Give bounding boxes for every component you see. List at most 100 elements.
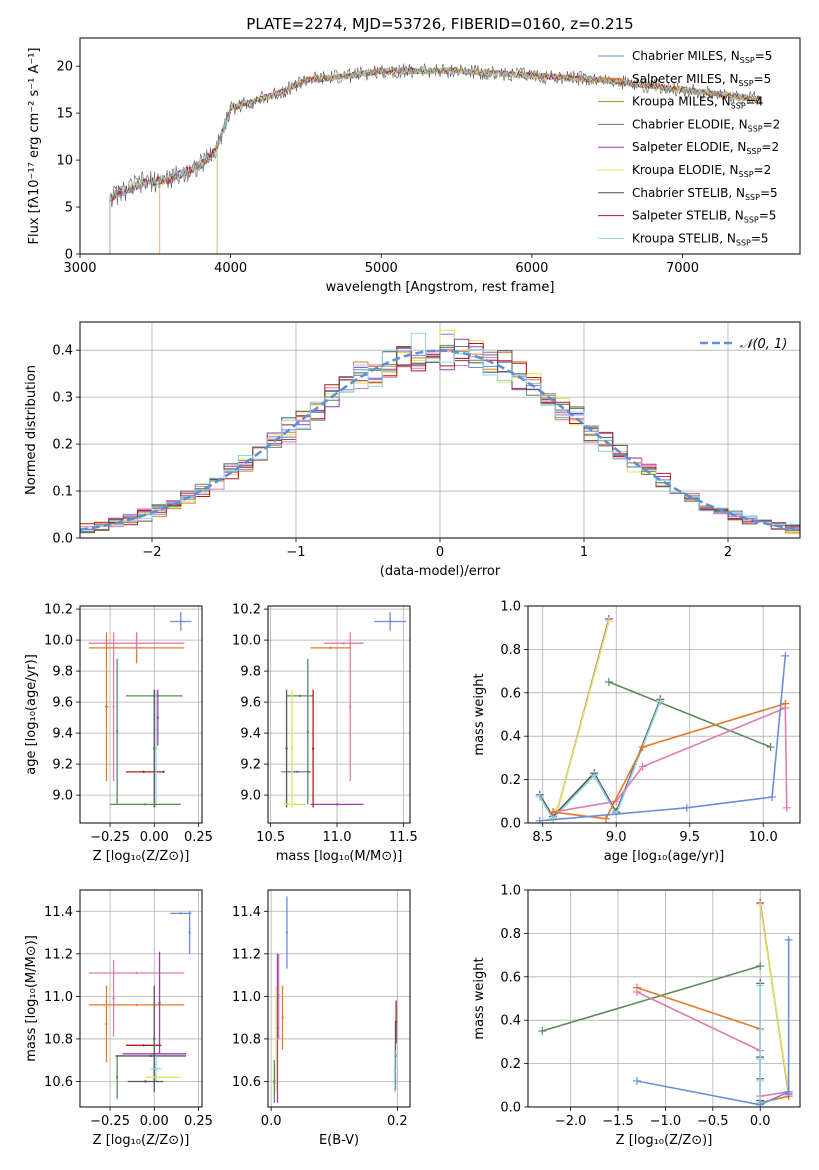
data-point [388, 620, 392, 623]
data-point [105, 1022, 108, 1026]
data-point [298, 694, 302, 698]
data-point [142, 1044, 145, 1047]
y-tick-label: 9.2 [52, 758, 73, 773]
x-tick-label: −0.5 [697, 1114, 729, 1129]
weight-line-chabrier_elodie [608, 681, 771, 748]
y-axis-label: mass weight [472, 673, 487, 755]
y-tick-label: 20 [56, 60, 73, 75]
plot-area [273, 896, 398, 1103]
weight-line-chabrier_miles [539, 655, 787, 822]
data-point [135, 642, 138, 645]
x-tick-label: 7000 [666, 261, 699, 276]
weight-marker [604, 677, 613, 686]
y-tick-label: 0.3 [52, 391, 73, 406]
x-tick-label: 1 [580, 545, 588, 560]
axes-frame [527, 605, 801, 824]
data-point [115, 730, 119, 733]
data-point [335, 803, 339, 806]
x-tick-label: −1.5 [602, 1114, 634, 1129]
legend-subscript: SSP [739, 79, 754, 88]
y-tick-label: 9.8 [240, 665, 261, 680]
data-point [293, 803, 296, 806]
weight-marker [756, 961, 765, 970]
data-point [154, 747, 158, 750]
y-tick-label: 0.1 [52, 485, 73, 500]
y-tick-label: 0.4 [500, 730, 521, 745]
data-point [290, 747, 294, 750]
x-tick-label: 0.2 [387, 1114, 408, 1129]
y-tick-label: 9.8 [52, 665, 73, 680]
x-tick-label: 0.25 [184, 830, 213, 845]
x-tick-label: 0.0 [750, 1114, 771, 1129]
y-tick-label: 0.4 [500, 1014, 521, 1029]
x-axis-label: mass [log₁₀(M/M⊙)] [276, 849, 403, 864]
weight-marker [638, 762, 647, 771]
y-tick-label: 10.2 [44, 603, 73, 618]
weight-marker [538, 1027, 547, 1036]
data-point [112, 997, 115, 1000]
data-point [281, 1016, 284, 1019]
x-axis-label: age [log₁₀(age/yr)] [604, 849, 725, 864]
y-tick-label: 0.8 [500, 643, 521, 658]
weight-marker [656, 697, 665, 706]
figure-title: PLATE=2274, MJD=53726, FIBERID=0160, z=0… [246, 15, 633, 33]
y-tick-label: 0.4 [52, 344, 73, 359]
plot-area [535, 615, 791, 823]
axes-frame [79, 889, 203, 1108]
y-tick-label: 0 [65, 248, 73, 263]
panel-mass_vs_EBV: 0.0 0.2 10.6 10.8 11.0 11.2 11.4 E(B-V) [232, 889, 411, 1148]
y-tick-label: 11.2 [232, 947, 261, 962]
legend-subscript: SSP [748, 124, 763, 133]
data-point [349, 705, 352, 708]
weight-marker [756, 1076, 765, 1085]
y-tick-label: 10 [56, 154, 73, 169]
weight-marker [632, 1076, 641, 1085]
data-point [311, 747, 315, 750]
weight-marker [756, 1055, 765, 1064]
data-point [188, 931, 191, 934]
plot-area [88, 612, 192, 808]
y-tick-label: 11.2 [44, 947, 73, 962]
x-tick-label: −0.25 [90, 830, 130, 845]
data-point [112, 705, 115, 708]
data-point [273, 1080, 276, 1083]
y-tick-label: 9.4 [52, 727, 73, 742]
y-axis-label: mass weight [472, 957, 487, 1039]
y-tick-label: 10.0 [44, 634, 73, 649]
legend-value: =2 [763, 117, 781, 131]
y-tick-label: 11.4 [232, 905, 261, 920]
y-axis-label: age [log₁₀(age/yr)] [24, 654, 39, 775]
weight-marker [756, 1100, 765, 1107]
weight-line-chabrier_stelib [539, 699, 662, 818]
legend-value: =5 [754, 72, 772, 86]
panel-weight_vs_age: 8.5 9.0 9.5 10.0 0.0 0.2 0.4 0.6 0.8 1.0 age [log₁… [472, 600, 801, 864]
x-tick-label: 11.5 [389, 830, 418, 845]
legend-entry: Chabrier ELODIE, NSSP=2 [632, 117, 780, 133]
plot-area [109, 63, 762, 254]
y-tick-label: 11.4 [44, 905, 73, 920]
x-axis-label: (data-model)/error [380, 564, 501, 579]
data-point [144, 1080, 147, 1083]
plot-area [538, 899, 793, 1107]
weight-marker [784, 1087, 793, 1096]
weight-marker [590, 771, 599, 780]
y-tick-label: 9.2 [240, 758, 261, 773]
weight-marker [682, 803, 691, 812]
weight-marker [766, 743, 775, 752]
y-tick-label: 5 [65, 201, 73, 216]
axes-frame [79, 37, 801, 255]
legend-subscript: SSP [740, 56, 755, 65]
x-tick-label: −1 [286, 545, 305, 560]
y-tick-label: 10.2 [232, 603, 261, 618]
y-tick-label: 0.6 [500, 686, 521, 701]
legend-value: =5 [759, 209, 777, 223]
data-point [293, 770, 296, 774]
x-tick-label: 10.5 [256, 830, 285, 845]
data-point [275, 1037, 278, 1041]
weight-marker [535, 792, 544, 801]
data-point [179, 620, 182, 623]
legend-entry: Kroupa MILES, NSSP=4 [632, 95, 763, 111]
weight-marker [632, 987, 641, 996]
legend-entry: 𝒩(0, 1) [740, 337, 787, 352]
